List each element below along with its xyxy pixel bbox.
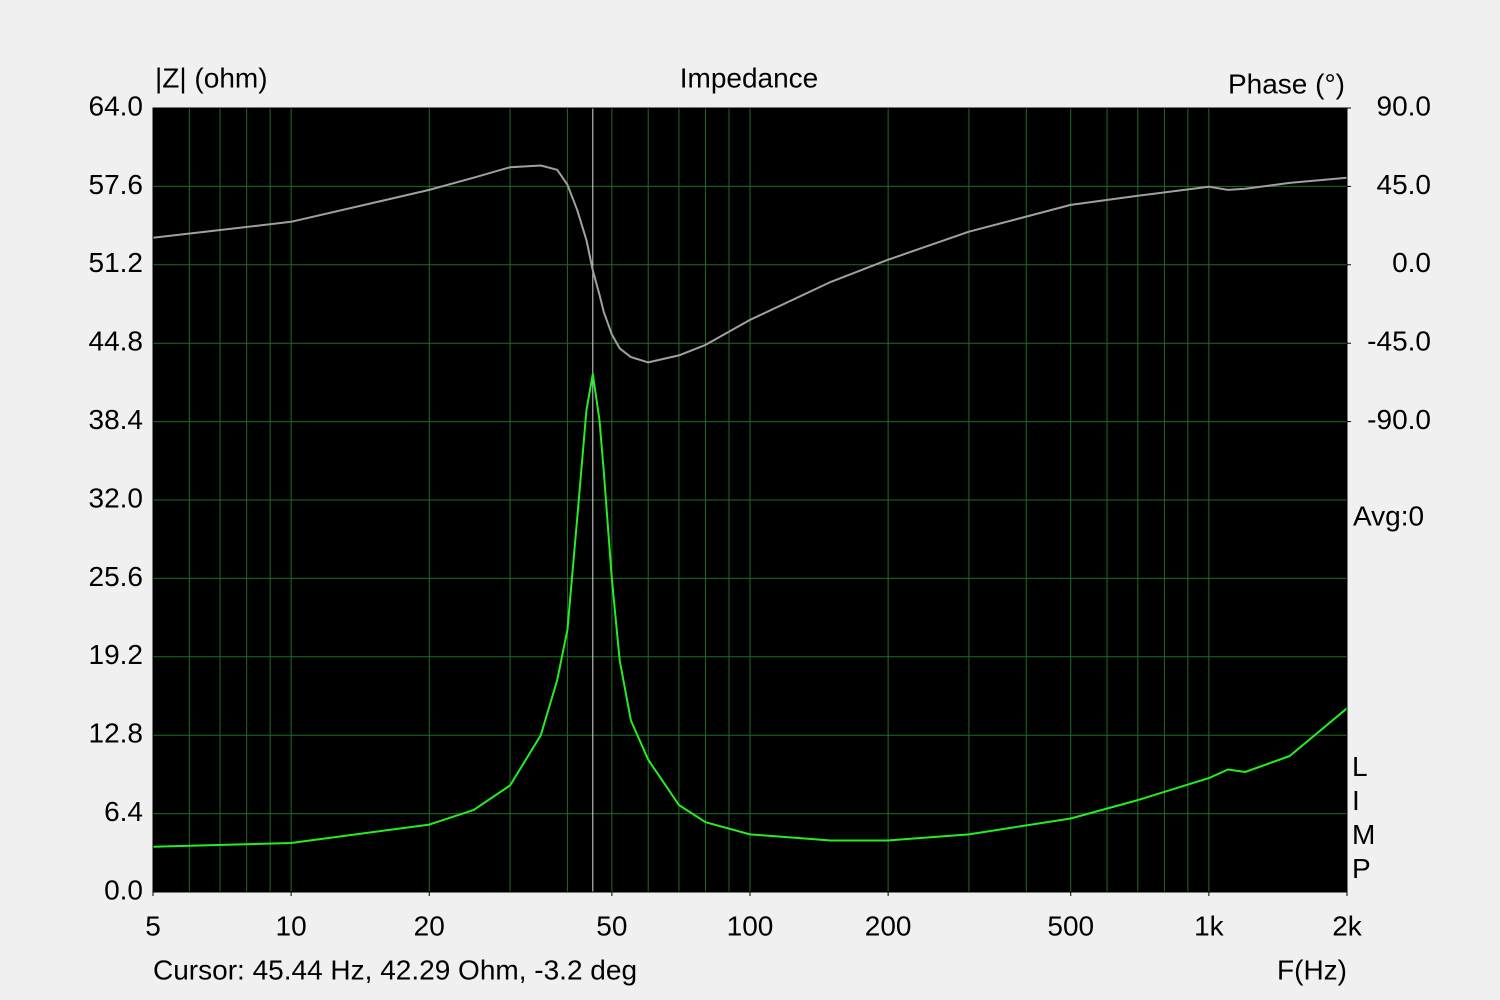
y-tick-label: 51.2 <box>89 247 144 278</box>
series-line <box>152 372 1348 848</box>
x-axis-label: F(Hz) <box>1277 954 1347 985</box>
x-tick-label: 20 <box>414 910 445 941</box>
x-tick-label: 500 <box>1047 910 1094 941</box>
y-tick-label: 6.4 <box>104 796 143 827</box>
y2-axis-label: Phase (°) <box>1228 68 1345 99</box>
x-tick-label: 50 <box>596 910 627 941</box>
x-tick-label: 100 <box>727 910 774 941</box>
y-tick-label: 0.0 <box>104 874 143 905</box>
y-tick-label: 64.0 <box>89 90 144 121</box>
x-tick-label: 5 <box>145 910 161 941</box>
y2-tick-label: 0.0 <box>1392 247 1431 278</box>
y2-tick-label: 90.0 <box>1377 90 1432 121</box>
series-line <box>152 164 1348 364</box>
y-tick-label: 32.0 <box>89 482 144 513</box>
y2-tick-label: 45.0 <box>1377 169 1432 200</box>
x-tick-label: 200 <box>865 910 912 941</box>
y-tick-label: 57.6 <box>89 169 144 200</box>
y2-tick-label: -90.0 <box>1367 404 1431 435</box>
y-tick-label: 44.8 <box>89 326 144 357</box>
chart-title: Impedance <box>680 62 819 93</box>
plot-border <box>152 107 1348 893</box>
side-label: LIMP <box>1352 751 1376 884</box>
y2-tick-label: -45.0 <box>1367 326 1431 357</box>
x-tick-label: 10 <box>276 910 307 941</box>
avg-label: Avg:0 <box>1353 500 1424 531</box>
y-tick-label: 12.8 <box>89 718 144 749</box>
y-tick-label: 19.2 <box>89 639 144 670</box>
y-tick-label: 25.6 <box>89 561 144 592</box>
y-axis-label: |Z| (ohm) <box>155 62 268 93</box>
x-tick-label: 1k <box>1194 910 1225 941</box>
cursor-readout: Cursor: 45.44 Hz, 42.29 Ohm, -3.2 deg <box>153 954 637 985</box>
x-tick-label: 2k <box>1332 910 1363 941</box>
y-tick-label: 38.4 <box>89 404 144 435</box>
